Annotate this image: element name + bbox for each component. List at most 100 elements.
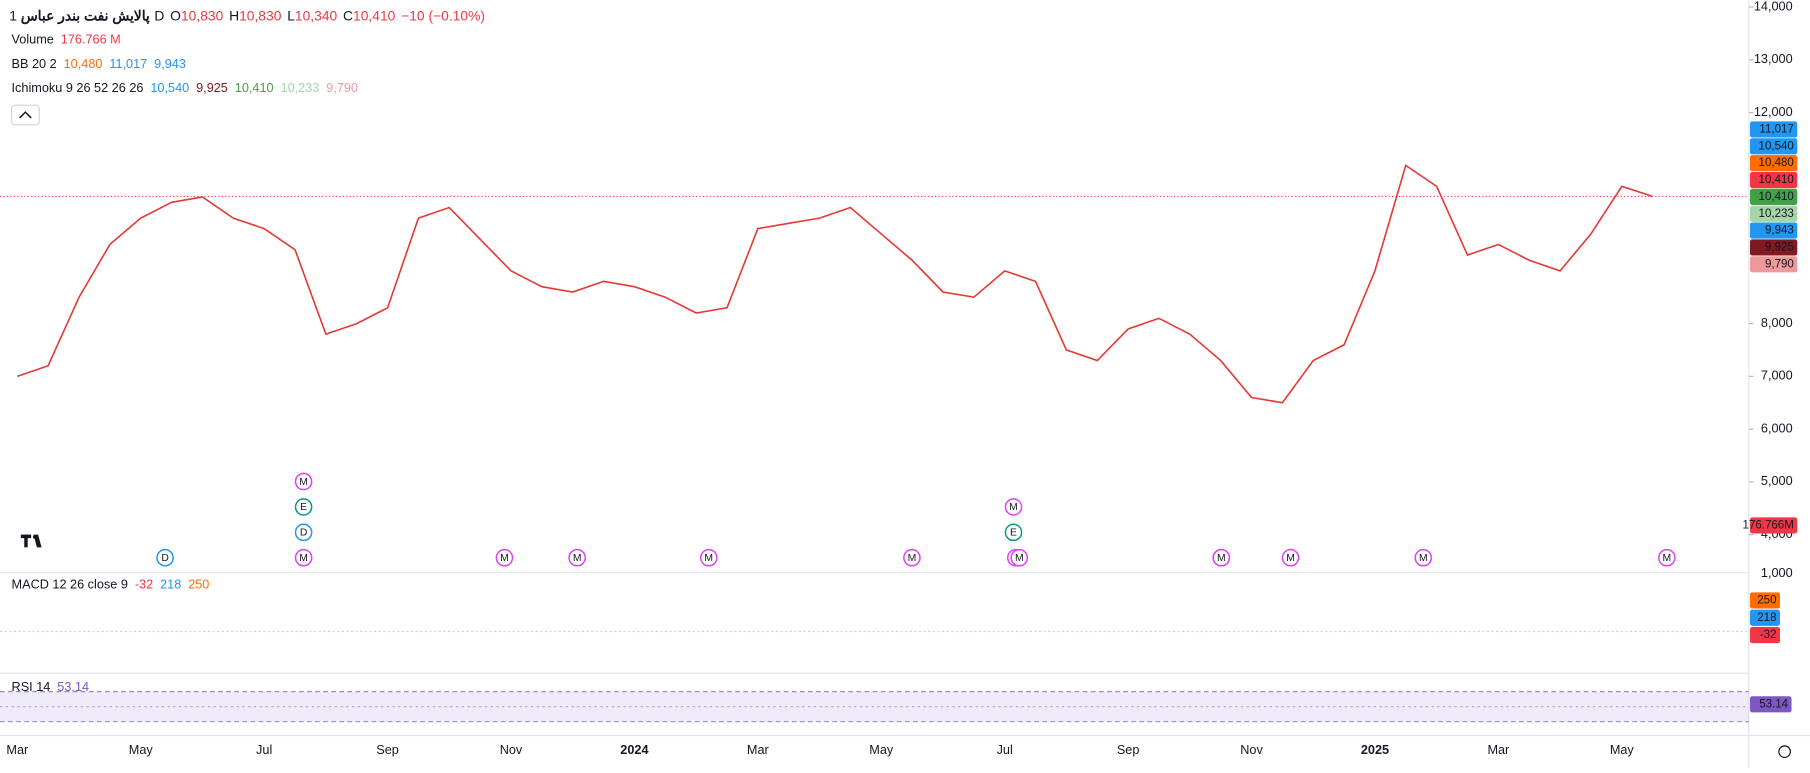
x-tick-label: Sep (376, 743, 399, 757)
settings-icon[interactable] (1778, 745, 1791, 759)
ohlc-key: C (343, 7, 353, 23)
price-label-bg (1749, 171, 1798, 189)
indicator-value: 10,233 (281, 81, 320, 95)
event-marker (495, 548, 514, 567)
price-label: 10,540 (1759, 140, 1794, 152)
y-tick-label: 6,000 (1761, 421, 1793, 435)
indicator-legend: Volume 176.766 M (12, 33, 121, 47)
indicator-value: 10,410 (235, 81, 274, 95)
macd-legend: MACD 12 26 close 9 -32 218 250 (12, 578, 210, 592)
y-tick-label: 14,000 (1754, 0, 1793, 13)
x-tick-label: Mar (1487, 743, 1510, 757)
macd-value: 218 (160, 578, 181, 592)
price-label-bg (1749, 138, 1798, 155)
change: −10 (−0.10%) (401, 7, 485, 23)
macd-value: -32 (135, 578, 153, 592)
event-marker (294, 523, 313, 542)
indicator-value: 10,540 (150, 81, 189, 95)
volume-axis-label: 1,000 (1761, 566, 1793, 580)
ohlc-key: O (170, 7, 181, 23)
rsi-title: RSI 14 (12, 681, 51, 695)
event-marker (1658, 548, 1676, 567)
event-label: M (1009, 502, 1018, 513)
price-label-bg (1749, 239, 1798, 256)
event-label: E (300, 502, 307, 513)
macd-price-label: 250 (1757, 594, 1776, 606)
event-label: M (908, 553, 917, 564)
indicator-value: 9,790 (326, 81, 358, 95)
indicator-value: 9,943 (154, 57, 186, 71)
y-tick-label: 8,000 (1761, 316, 1793, 330)
indicator-name: BB 20 2 (12, 57, 57, 71)
price-label-bg (1749, 517, 1798, 534)
tv-logo (20, 534, 42, 548)
x-tick-label: Nov (500, 743, 523, 757)
indicator-legend: BB 20 2 10,480 11,017 9,943 (12, 57, 186, 71)
price-label: 10,233 (1759, 208, 1794, 220)
collapse-icon (19, 111, 32, 119)
event-marker (156, 548, 174, 567)
event-label: M (1419, 553, 1428, 564)
y-tick-label: 12,000 (1754, 105, 1793, 119)
macd-price-bg (1749, 609, 1780, 626)
macd-price-label: 218 (1757, 612, 1776, 624)
ohlc-key: L (287, 7, 295, 23)
x-tick-label: Jul (256, 743, 272, 757)
price-label-bg (1749, 222, 1798, 239)
event-marker (1281, 548, 1300, 567)
close-line (17, 164, 1653, 404)
x-tick-label: Sep (1117, 743, 1140, 757)
indicator-legend: Ichimoku 9 26 52 26 26 10,540 9,925 10,410 1… (12, 81, 358, 95)
rsi-band (0, 691, 1749, 722)
event-marker (1414, 548, 1433, 567)
event-marker (1010, 548, 1029, 567)
event-marker (1004, 523, 1023, 542)
ohlc-value: 10,830 (181, 7, 224, 23)
indicator-value: 10,480 (64, 57, 103, 71)
indicator-name: Ichimoku 9 26 52 26 26 (12, 81, 144, 95)
ohlc-key: H (229, 7, 239, 23)
collapse-button[interactable] (10, 104, 40, 126)
event-marker (568, 548, 586, 567)
x-tick-label: Mar (747, 743, 770, 757)
event-marker (294, 498, 313, 516)
event-label: M (299, 553, 308, 564)
x-tick-label: 2024 (620, 743, 648, 757)
price-label: 9,925 (1765, 241, 1794, 253)
event-marker (903, 548, 921, 567)
event-label: M (1015, 553, 1024, 564)
x-tick-label: May (129, 743, 154, 757)
event-label: M (1217, 553, 1226, 564)
macd-price-bg (1749, 592, 1780, 609)
rsi-price-bg (1749, 696, 1792, 713)
ohlc-value: 10,340 (295, 7, 338, 23)
x-tick-label: 2025 (1361, 743, 1389, 757)
indicator-value: 11,017 (109, 57, 147, 71)
event-label: D (300, 528, 308, 539)
x-tick-label: Nov (1240, 743, 1263, 757)
indicator-value: 176.766 M (61, 33, 121, 47)
legend-title: پالایش نفت بندر عباس· 1D O10,830 H10,830 L1… (9, 7, 485, 24)
price-label: 10,410 (1759, 174, 1794, 186)
event-marker (699, 548, 718, 567)
price-label: 9,943 (1765, 225, 1794, 237)
y-tick-label: 13,000 (1754, 52, 1793, 66)
event-marker (1212, 548, 1231, 567)
price-label: 11,017 (1759, 124, 1793, 136)
indicator-name: Volume (12, 33, 54, 47)
rsi-price-label: 53.14 (1759, 698, 1788, 710)
event-marker (294, 472, 313, 491)
y-tick-label: 7,000 (1761, 369, 1793, 383)
symbol: پالایش نفت بندر عباس (21, 7, 150, 24)
indicator-value: 9,925 (196, 81, 228, 95)
event-marker (294, 548, 313, 567)
ohlc-value: 10,410 (353, 7, 396, 23)
event-marker (1004, 498, 1023, 516)
x-tick-label: May (869, 743, 894, 757)
macd-title: MACD 12 26 close 9 (12, 578, 128, 592)
event-label: M (1663, 553, 1672, 564)
price-label: 10,480 (1759, 157, 1794, 169)
event-label: M (704, 553, 713, 564)
